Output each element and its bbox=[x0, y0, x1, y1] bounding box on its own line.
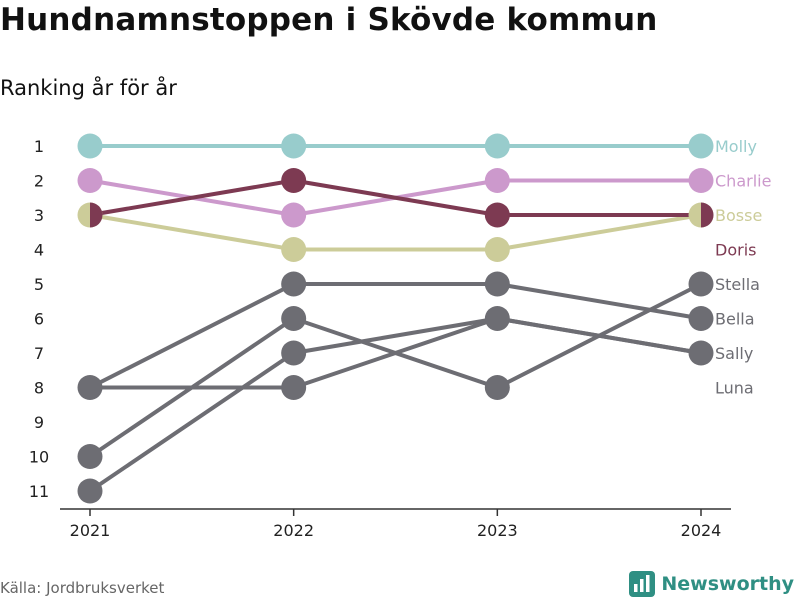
point-doris-2024 bbox=[700, 202, 714, 228]
point-stella-2021 bbox=[77, 444, 103, 469]
end-label-bosse: Bosse bbox=[715, 206, 762, 225]
point-bella-2024 bbox=[688, 306, 714, 331]
point-bosse-2022 bbox=[281, 237, 307, 262]
point-charlie-2023 bbox=[484, 168, 510, 193]
point-charlie-2024 bbox=[688, 168, 714, 193]
point-bosse-2023 bbox=[484, 237, 510, 262]
point-luna-2021 bbox=[77, 478, 103, 504]
series-end-labels: Molly Charlie Bosse Doris Stella Bella Sally Lu… bbox=[715, 137, 771, 398]
y-axis-ticks: 1 2 3 4 5 6 7 8 9 10 11 bbox=[29, 137, 49, 501]
y-tick-label-9: 9 bbox=[34, 413, 44, 432]
point-doris-2022 bbox=[281, 168, 307, 193]
end-label-luna: Luna bbox=[715, 379, 754, 398]
point-stella-2023 bbox=[484, 375, 510, 400]
x-tick-label-2023: 2023 bbox=[477, 521, 518, 540]
end-label-molly: Molly bbox=[715, 137, 757, 156]
point-stella-2024 bbox=[688, 271, 714, 297]
x-tick-label-2021: 2021 bbox=[70, 521, 111, 540]
end-label-bella: Bella bbox=[715, 310, 755, 329]
y-tick-label-6: 6 bbox=[34, 310, 44, 329]
point-sally-2023 bbox=[484, 306, 510, 331]
chart-title: Hundnamnstoppen i Skövde kommun bbox=[0, 2, 658, 38]
y-tick-label-11: 11 bbox=[29, 482, 49, 501]
point-molly-2022 bbox=[281, 133, 307, 159]
point-sally-2024 bbox=[688, 340, 714, 366]
x-axis-ticks: 2021 2022 2023 2024 bbox=[70, 509, 722, 540]
end-label-stella: Stella bbox=[715, 275, 760, 294]
point-molly-2023 bbox=[484, 133, 510, 159]
point-charlie-2021 bbox=[77, 168, 103, 193]
series-line-bosse bbox=[88, 213, 703, 252]
bar-chart-logo-icon bbox=[629, 571, 656, 597]
series-line-bella bbox=[88, 282, 703, 390]
y-tick-label-7: 7 bbox=[34, 344, 44, 363]
point-bella-2023 bbox=[484, 271, 510, 297]
y-tick-label-8: 8 bbox=[34, 379, 44, 398]
series-line-doris bbox=[88, 178, 703, 217]
series-line-luna bbox=[88, 316, 703, 493]
point-stella-2022 bbox=[281, 306, 307, 331]
y-tick-label-4: 4 bbox=[34, 241, 44, 260]
point-charlie-2022 bbox=[281, 202, 307, 228]
background-series-lines bbox=[88, 282, 703, 493]
point-bella-2021 bbox=[77, 375, 103, 400]
series-points bbox=[77, 133, 714, 504]
y-tick-label-2: 2 bbox=[34, 172, 44, 191]
point-doris-2023 bbox=[484, 202, 510, 228]
end-label-doris: Doris bbox=[715, 241, 756, 260]
point-doris-2021 bbox=[90, 202, 103, 228]
point-sally-2022 bbox=[281, 375, 307, 400]
end-label-sally: Sally bbox=[715, 344, 753, 363]
brand-logo[interactable]: Newsworthy bbox=[629, 568, 794, 600]
x-tick-label-2024: 2024 bbox=[681, 521, 722, 540]
y-tick-label-5: 5 bbox=[34, 275, 44, 294]
end-label-charlie: Charlie bbox=[715, 172, 771, 191]
point-molly-2021 bbox=[77, 133, 103, 159]
point-molly-2024 bbox=[688, 133, 714, 159]
x-tick-label-2022: 2022 bbox=[273, 521, 314, 540]
chart-subtitle: Ranking år för år bbox=[0, 76, 177, 100]
point-luna-2022 bbox=[281, 340, 307, 366]
y-tick-label-3: 3 bbox=[34, 206, 44, 225]
source-note: Källa: Jordbruksverket bbox=[0, 579, 165, 597]
y-tick-label-1: 1 bbox=[34, 137, 44, 156]
y-tick-label-10: 10 bbox=[29, 448, 49, 467]
highlight-series-lines bbox=[88, 144, 703, 252]
brand-name: Newsworthy bbox=[661, 573, 794, 595]
point-bella-2022 bbox=[281, 271, 307, 297]
